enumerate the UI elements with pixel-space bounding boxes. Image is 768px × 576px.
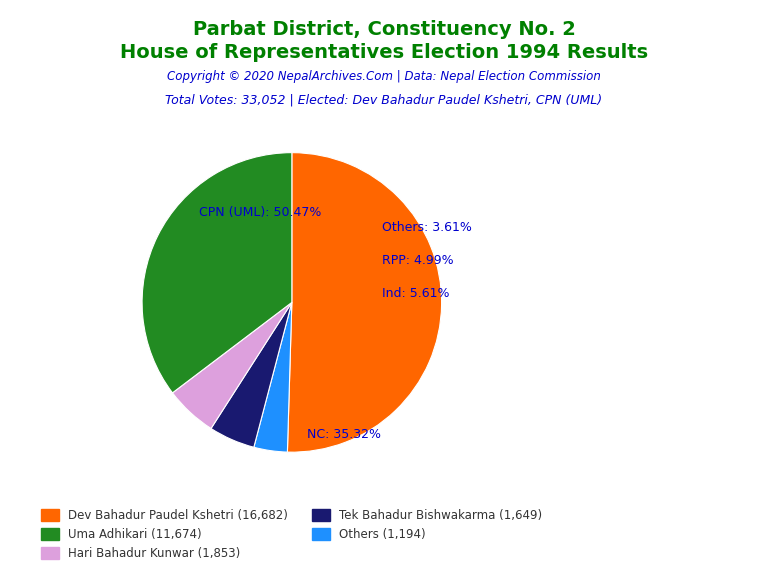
Text: CPN (UML): 50.47%: CPN (UML): 50.47% bbox=[199, 206, 321, 219]
Ellipse shape bbox=[213, 237, 380, 386]
Text: House of Representatives Election 1994 Results: House of Representatives Election 1994 R… bbox=[120, 43, 648, 62]
Wedge shape bbox=[173, 302, 292, 429]
Wedge shape bbox=[142, 153, 292, 393]
Wedge shape bbox=[211, 302, 292, 447]
Text: Parbat District, Constituency No. 2: Parbat District, Constituency No. 2 bbox=[193, 20, 575, 39]
Text: RPP: 4.99%: RPP: 4.99% bbox=[382, 254, 453, 267]
Text: NC: 35.32%: NC: 35.32% bbox=[307, 428, 381, 441]
Text: Others: 3.61%: Others: 3.61% bbox=[382, 221, 472, 234]
Wedge shape bbox=[254, 302, 292, 452]
Text: Total Votes: 33,052 | Elected: Dev Bahadur Paudel Kshetri, CPN (UML): Total Votes: 33,052 | Elected: Dev Bahad… bbox=[165, 93, 603, 107]
Text: Ind: 5.61%: Ind: 5.61% bbox=[382, 287, 449, 300]
Wedge shape bbox=[287, 153, 442, 452]
Text: Copyright © 2020 NepalArchives.Com | Data: Nepal Election Commission: Copyright © 2020 NepalArchives.Com | Dat… bbox=[167, 70, 601, 84]
Legend: Dev Bahadur Paudel Kshetri (16,682), Uma Adhikari (11,674), Hari Bahadur Kunwar : Dev Bahadur Paudel Kshetri (16,682), Uma… bbox=[37, 504, 547, 564]
